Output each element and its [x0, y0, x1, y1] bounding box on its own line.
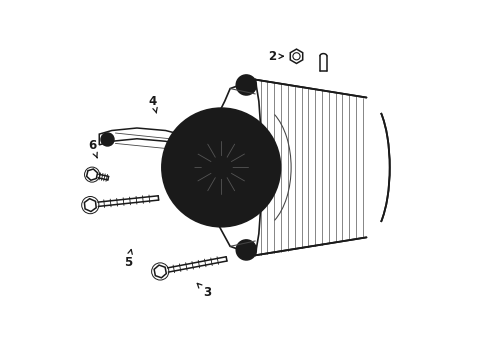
Polygon shape — [290, 49, 302, 63]
Circle shape — [101, 133, 114, 146]
Circle shape — [236, 75, 256, 95]
Circle shape — [206, 202, 224, 220]
Polygon shape — [207, 80, 260, 255]
Polygon shape — [84, 199, 96, 212]
Text: 5: 5 — [123, 249, 132, 269]
Text: 4: 4 — [149, 95, 157, 113]
Polygon shape — [154, 265, 166, 278]
Text: 2: 2 — [268, 50, 283, 63]
Text: 6: 6 — [88, 139, 97, 158]
Circle shape — [162, 108, 280, 226]
Circle shape — [187, 141, 200, 154]
Circle shape — [210, 157, 231, 178]
Text: 3: 3 — [197, 283, 210, 300]
Circle shape — [236, 240, 256, 260]
Text: 1: 1 — [188, 161, 209, 174]
Circle shape — [185, 132, 257, 203]
Polygon shape — [99, 128, 201, 154]
Polygon shape — [86, 169, 98, 180]
